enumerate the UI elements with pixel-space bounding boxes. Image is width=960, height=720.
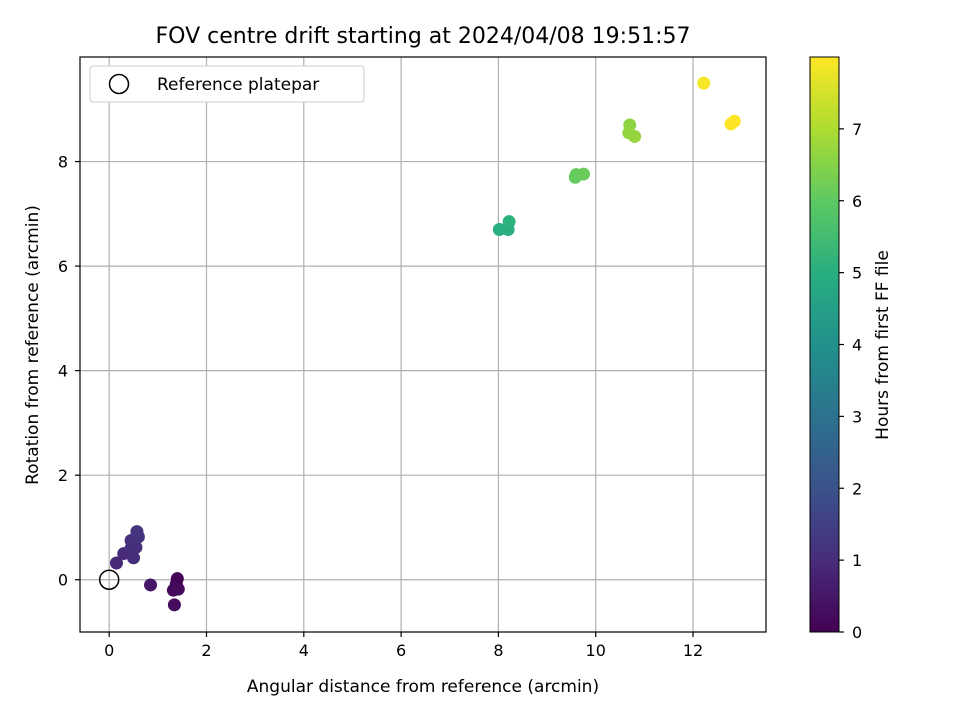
x-tick-label: 0 (104, 641, 114, 660)
x-tick-label: 10 (586, 641, 606, 660)
grid (80, 57, 766, 632)
data-point (577, 167, 591, 181)
x-axis-label: Angular distance from reference (arcmin) (247, 677, 599, 697)
plot-frame (79, 56, 767, 633)
x-tick-label: 6 (396, 641, 406, 660)
colorbar-tick-label: 1 (852, 551, 862, 570)
x-tick-label: 2 (201, 641, 211, 660)
data-point (167, 598, 181, 612)
colorbar-tick-label: 3 (852, 407, 862, 426)
data-point (697, 76, 711, 90)
data-point (144, 578, 158, 592)
colorbar-tick-label: 7 (852, 120, 862, 139)
colorbar-tick-label: 4 (852, 336, 862, 355)
data-point (109, 556, 123, 570)
y-tick-label: 6 (58, 257, 68, 276)
chart-title: FOV centre drift starting at 2024/04/08 … (156, 24, 691, 49)
data-point (502, 215, 516, 229)
colorbar-label: Hours from first FF file (873, 250, 893, 440)
colorbar-ticks: 0 1 2 3 4 5 6 7 (839, 120, 862, 642)
x-tick-label: 12 (683, 641, 703, 660)
y-axis-label: Rotation from reference (arcmin) (23, 205, 43, 485)
colorbar-tick-label: 2 (852, 479, 862, 498)
colorbar: 0 1 2 3 4 5 6 7 Hours from first FF file (809, 56, 893, 642)
y-tick-label: 0 (58, 571, 68, 590)
x-tick-label: 4 (299, 641, 309, 660)
data-point (130, 525, 144, 539)
reference-point-marker (98, 569, 120, 590)
data-point (127, 551, 141, 565)
data-point (171, 582, 185, 596)
y-tick-label: 2 (58, 466, 68, 485)
y-tick-label: 4 (58, 362, 68, 381)
data-points (109, 76, 741, 612)
legend-entry-reference: Reference platepar (157, 75, 319, 95)
legend-marker-icon (108, 73, 130, 95)
data-point (727, 114, 741, 128)
axis-ticks: 0 2 4 6 8 10 12 0 2 4 6 8 (58, 153, 703, 660)
legend-box (89, 65, 365, 103)
x-tick-label: 8 (493, 641, 503, 660)
colorbar-tick-label: 5 (852, 264, 862, 283)
data-point (628, 129, 642, 143)
colorbar-tick-label: 6 (852, 192, 862, 211)
colorbar-gradient (809, 56, 840, 633)
legend: Reference platepar (89, 65, 365, 103)
y-tick-label: 8 (58, 153, 68, 172)
colorbar-tick-label: 0 (852, 623, 862, 642)
